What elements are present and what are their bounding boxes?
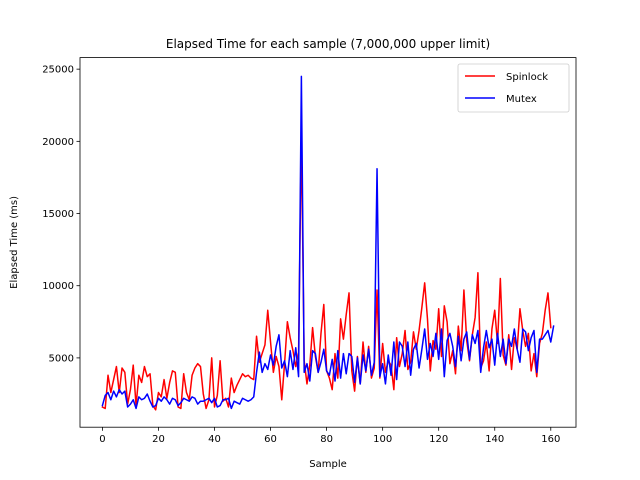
plot-frame [79,57,577,428]
y-tick-label: 10000 [42,281,74,292]
x-axis: 0 20 40 60 80 100 120 140 160 [99,427,560,445]
y-tick-label: 20000 [42,137,74,148]
x-tick-label: 0 [99,434,105,445]
y-tick-label: 25000 [42,65,74,76]
x-tick-label: 20 [152,434,165,445]
x-tick-label: 60 [264,434,277,445]
legend-label-mutex: Mutex [506,94,537,105]
x-tick-label: 120 [429,434,448,445]
y-axis-label: Elapsed Time (ms) [9,196,20,289]
chart-title: Elapsed Time for each sample (7,000,000 … [166,37,490,51]
x-tick-label: 40 [208,434,221,445]
series-line-mutex [101,75,555,410]
x-axis-label: Sample [309,459,347,470]
series-layer [101,75,555,411]
x-tick-label: 160 [541,434,560,445]
y-tick-label: 15000 [42,209,74,220]
x-tick-label: 80 [320,434,333,445]
legend: Spinlock Mutex [457,63,570,113]
legend-label-spinlock: Spinlock [506,72,548,83]
x-tick-label: 100 [373,434,392,445]
y-tick-label: 5000 [49,353,74,364]
y-axis: 5000 10000 15000 20000 25000 [42,65,80,364]
x-tick-label: 140 [485,434,504,445]
